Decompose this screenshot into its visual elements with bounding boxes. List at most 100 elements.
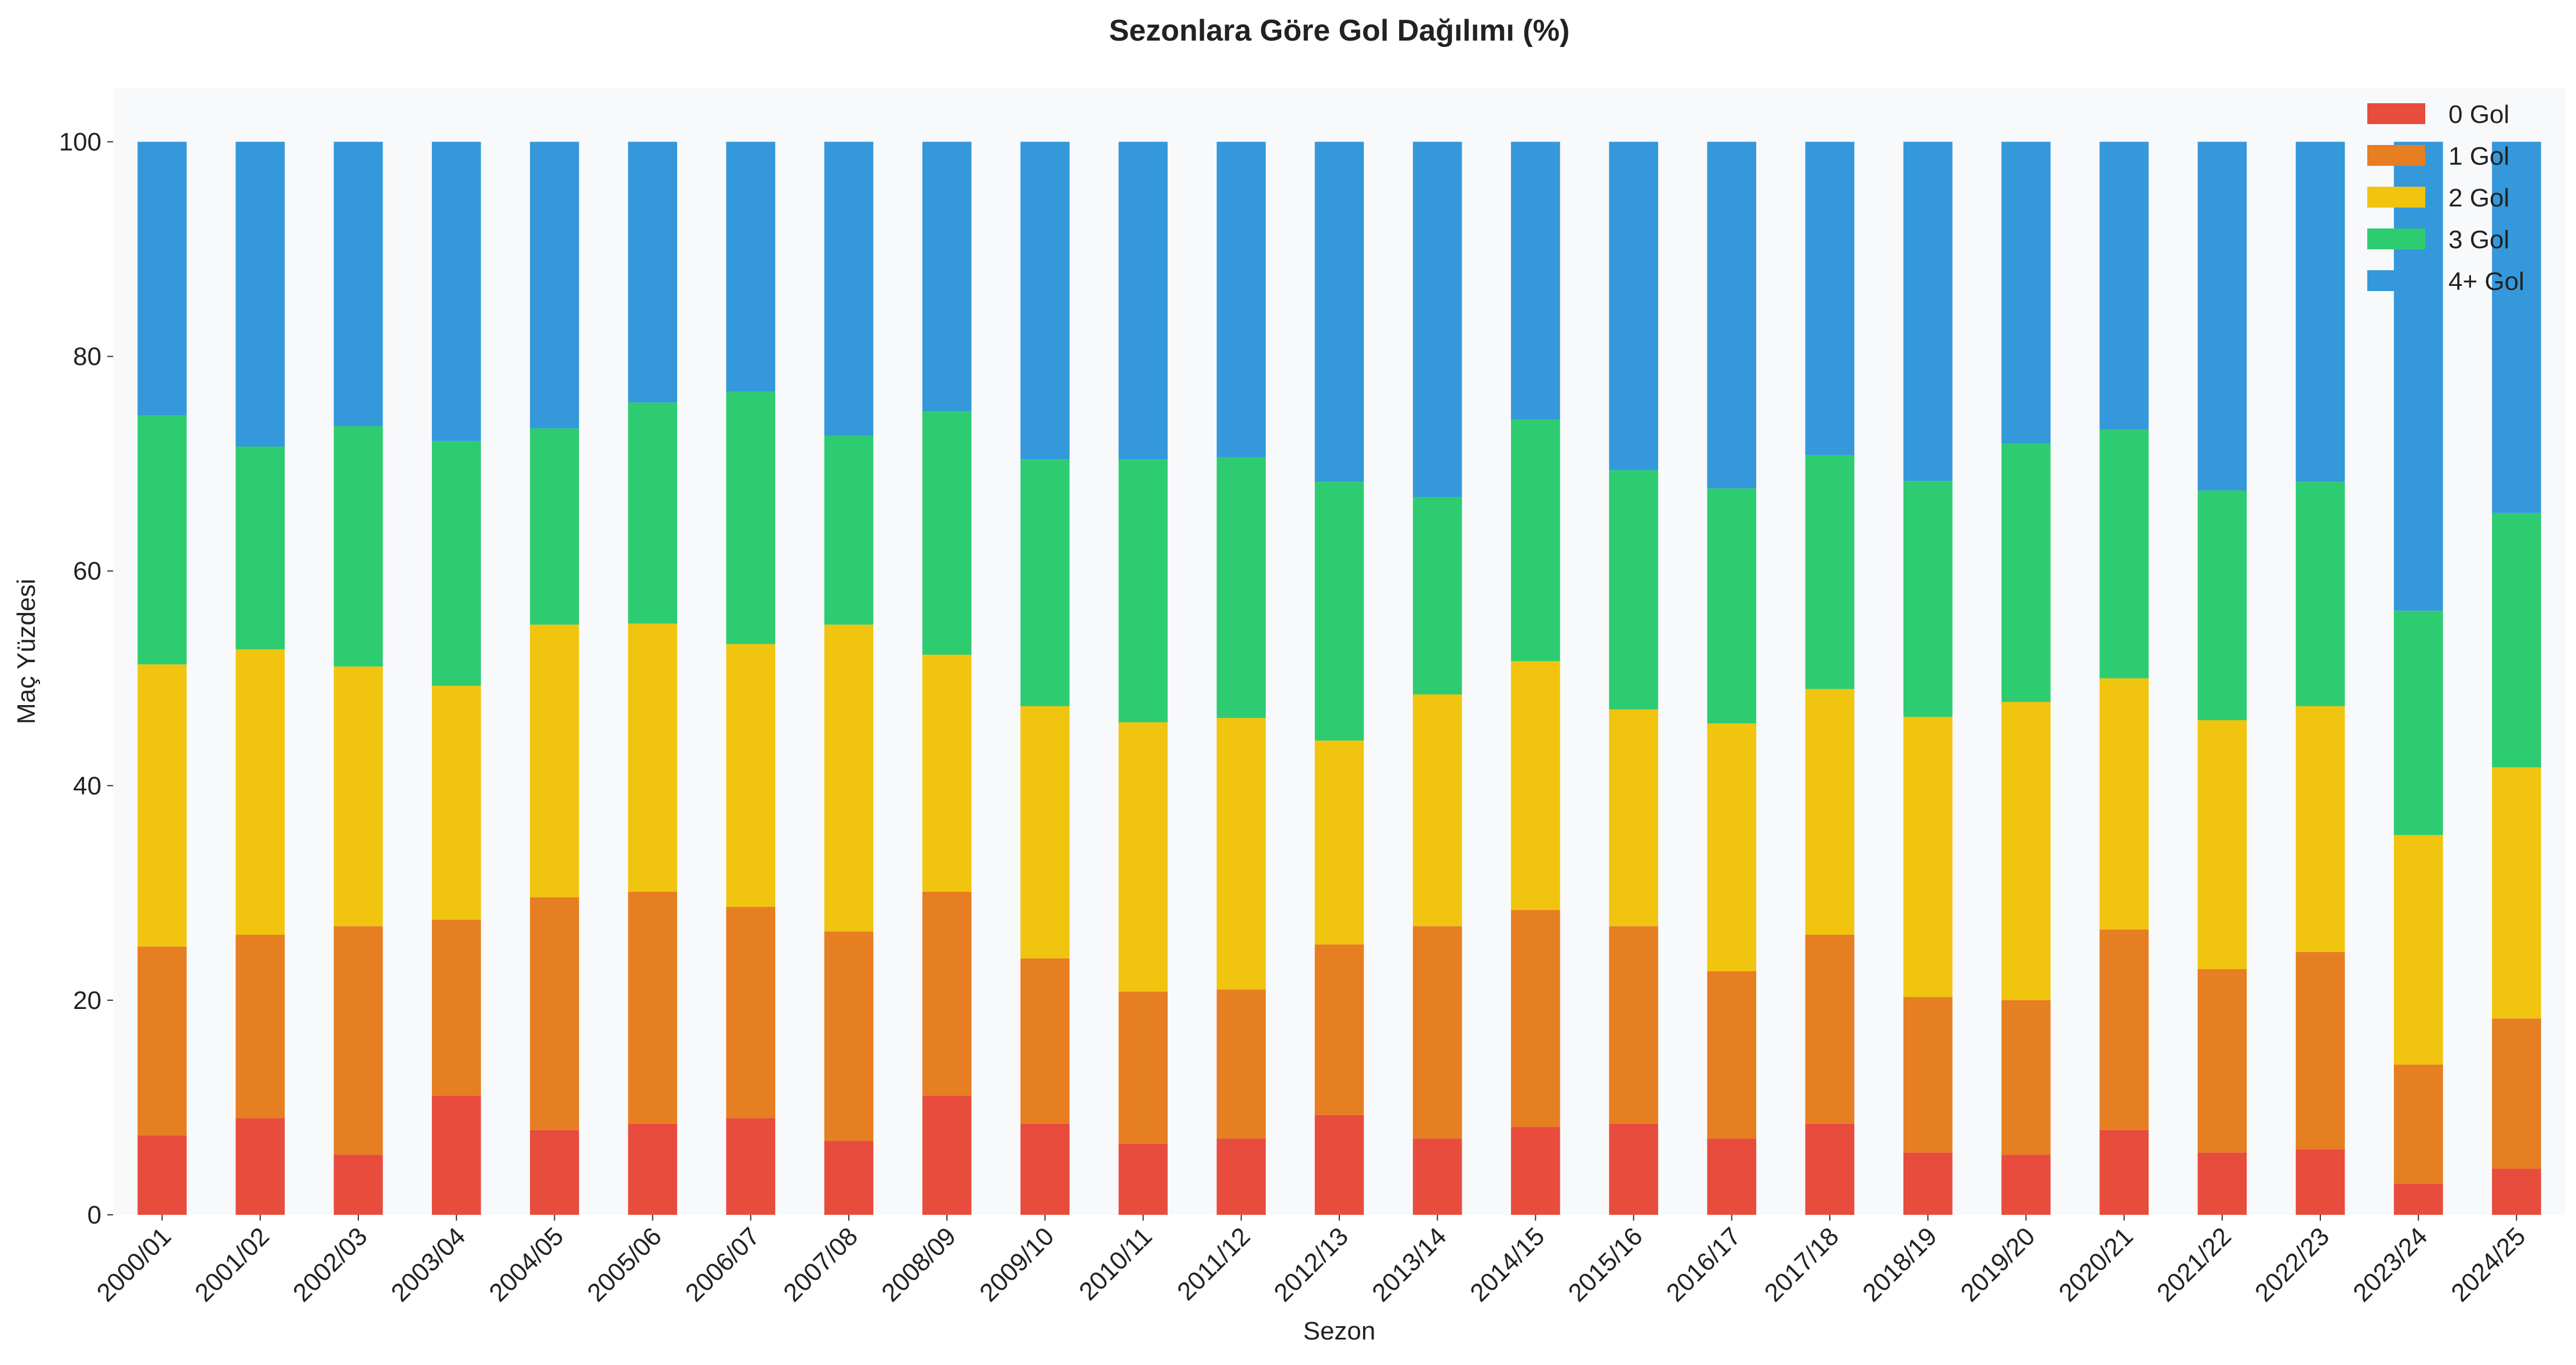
bar-segment bbox=[824, 435, 874, 625]
bar-segment bbox=[1707, 141, 1757, 489]
bar-segment bbox=[431, 1095, 481, 1215]
bar-segment bbox=[530, 625, 579, 898]
bar-segment bbox=[1020, 459, 1070, 706]
x-tick-label: 2020/21 bbox=[2054, 1222, 2139, 1307]
bar-segment bbox=[1511, 910, 1560, 1127]
bar-segment bbox=[2197, 720, 2247, 970]
bar-segment bbox=[1412, 497, 1462, 695]
bar-segment bbox=[1805, 935, 1855, 1124]
bar-segment bbox=[1903, 997, 1953, 1153]
bar-segment bbox=[726, 644, 776, 907]
y-tick-label: 0 bbox=[88, 1201, 101, 1229]
bar-segment bbox=[1903, 717, 1953, 997]
bar-segment bbox=[726, 141, 776, 392]
bar-segment bbox=[2099, 1130, 2149, 1215]
x-tick-label: 2012/13 bbox=[1269, 1222, 1354, 1307]
x-tick-label: 2023/24 bbox=[2348, 1222, 2433, 1307]
bar-segment bbox=[137, 1135, 187, 1215]
x-tick-label: 2009/10 bbox=[974, 1222, 1059, 1307]
bar-segment bbox=[1020, 958, 1070, 1124]
x-tick-label: 2022/23 bbox=[2250, 1222, 2335, 1307]
bar-segment bbox=[1511, 661, 1560, 910]
x-tick-label: 2002/03 bbox=[288, 1222, 373, 1307]
x-tick-label: 2003/04 bbox=[386, 1222, 471, 1307]
y-tick-label: 80 bbox=[73, 343, 101, 371]
y-axis-label: Maç Yüzdesi bbox=[12, 579, 41, 724]
bar-segment bbox=[726, 906, 776, 1119]
bar-segment bbox=[628, 402, 677, 624]
x-tick-label: 2010/11 bbox=[1074, 1222, 1158, 1306]
bar-segment bbox=[726, 391, 776, 644]
bar-segment bbox=[2295, 141, 2345, 482]
y-tick-label: 100 bbox=[59, 128, 101, 157]
bar-segment bbox=[1118, 141, 1168, 460]
bar-segment bbox=[2099, 141, 2149, 430]
bar-segment bbox=[1412, 141, 1462, 498]
bar-segment bbox=[137, 141, 187, 416]
bar-segment bbox=[2001, 702, 2051, 1000]
bar-segment bbox=[2099, 678, 2149, 930]
bar-segment bbox=[2492, 513, 2541, 768]
bar-segment bbox=[1216, 141, 1266, 458]
x-tick-label: 2006/07 bbox=[680, 1222, 765, 1307]
bar-segment bbox=[1412, 926, 1462, 1139]
bar-segment bbox=[2197, 969, 2247, 1153]
bar-segment bbox=[2295, 482, 2345, 706]
bar-segment bbox=[2492, 767, 2541, 1019]
bar-segment bbox=[628, 623, 677, 892]
bar-segment bbox=[2295, 706, 2345, 952]
bar-segment bbox=[1118, 992, 1168, 1144]
bar-segment bbox=[1314, 482, 1364, 741]
bar-segment bbox=[922, 655, 972, 892]
bar-segment bbox=[1903, 141, 1953, 481]
bar-segment bbox=[922, 141, 972, 411]
bar-segment bbox=[1020, 1123, 1070, 1215]
bar-segment bbox=[1020, 706, 1070, 959]
bar-segment bbox=[1609, 709, 1658, 927]
legend-swatch bbox=[2367, 270, 2425, 291]
bar-segment bbox=[824, 625, 874, 932]
bar-segment bbox=[333, 926, 383, 1155]
y-tick-label: 40 bbox=[73, 772, 101, 800]
bar-segment bbox=[1707, 971, 1757, 1139]
legend-label: 2 Gol bbox=[2448, 184, 2509, 212]
bar-segment bbox=[1903, 1152, 1953, 1215]
bar-segment bbox=[137, 664, 187, 947]
bar-segment bbox=[2295, 1149, 2345, 1215]
bar-segment bbox=[1707, 723, 1757, 971]
bar-segment bbox=[530, 1130, 579, 1215]
legend-label: 3 Gol bbox=[2448, 226, 2509, 254]
bar-segment bbox=[2197, 490, 2247, 720]
bar-segment bbox=[235, 935, 285, 1119]
bar-segment bbox=[1118, 1143, 1168, 1215]
bar-segment bbox=[1707, 488, 1757, 724]
bar-segment bbox=[2197, 141, 2247, 491]
y-tick-label: 60 bbox=[73, 557, 101, 586]
y-tick-label: 20 bbox=[73, 986, 101, 1015]
bar-segment bbox=[1609, 470, 1658, 710]
bar-segment bbox=[1805, 141, 1855, 455]
bar-segment bbox=[1216, 457, 1266, 718]
bar-segment bbox=[726, 1118, 776, 1215]
bar-segment bbox=[628, 141, 677, 403]
x-tick-label: 2015/16 bbox=[1563, 1222, 1648, 1307]
x-tick-label: 2005/06 bbox=[582, 1222, 667, 1307]
x-tick-label: 2024/25 bbox=[2446, 1222, 2531, 1307]
bar-segment bbox=[2393, 141, 2443, 611]
bar-segment bbox=[235, 141, 285, 447]
bar-segment bbox=[922, 892, 972, 1096]
bar-segment bbox=[824, 1141, 874, 1215]
bar-segment bbox=[2295, 952, 2345, 1150]
bar-segment bbox=[235, 1118, 285, 1215]
legend-label: 0 Gol bbox=[2448, 100, 2509, 129]
bar-segment bbox=[922, 1095, 972, 1215]
bar-segment bbox=[2393, 1184, 2443, 1215]
bar-segment bbox=[2001, 141, 2051, 444]
chart-title: Sezonlara Göre Gol Dağılımı (%) bbox=[1109, 14, 1570, 48]
bar-segment bbox=[1511, 1127, 1560, 1215]
x-tick-label: 2007/08 bbox=[778, 1222, 863, 1307]
bar-segment bbox=[628, 1123, 677, 1215]
bar-segment bbox=[1020, 141, 1070, 460]
legend-label: 4+ Gol bbox=[2448, 267, 2524, 296]
